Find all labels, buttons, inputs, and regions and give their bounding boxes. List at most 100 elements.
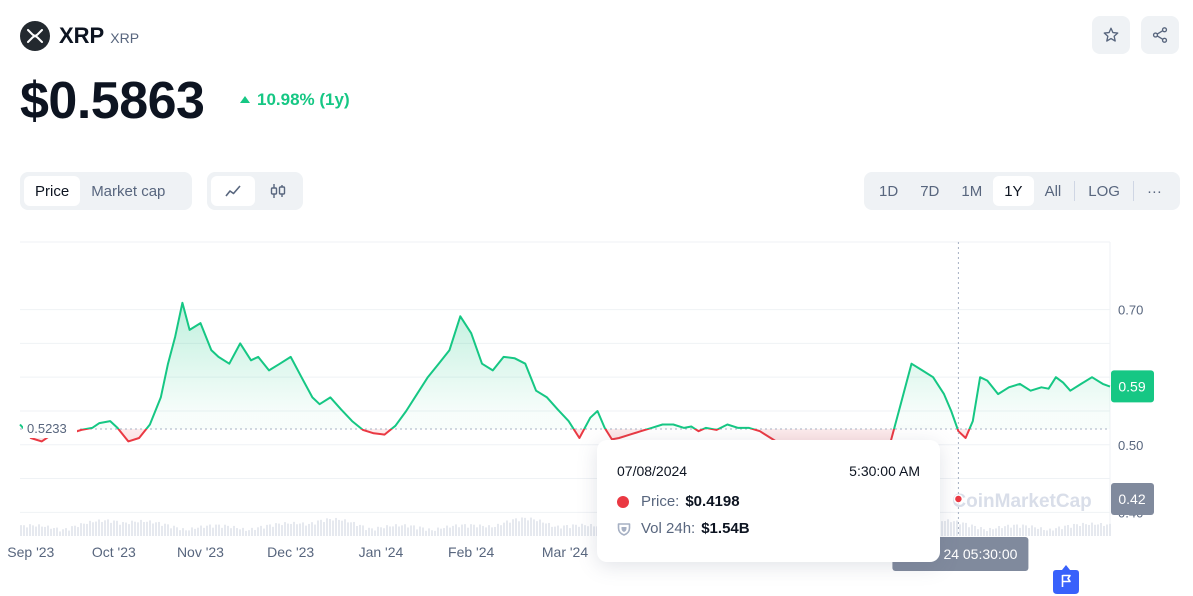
crosshair-time-label: 24 05:30:00 [943, 546, 1017, 562]
range-log[interactable]: LOG [1088, 182, 1120, 200]
crosshair-price-label: 0.42 [1118, 491, 1145, 507]
volume-bar [146, 521, 148, 536]
x-tick-label: Jan '24 [359, 544, 404, 560]
range-all[interactable]: All [1044, 182, 1062, 200]
volume-bar [209, 524, 211, 536]
volume-bar [398, 526, 400, 536]
tooltip-volume-value: $1.54B [701, 520, 750, 537]
volume-bar [1013, 524, 1015, 536]
tooltip-volume-row: Vol 24h: $1.54B [617, 520, 750, 537]
volume-bar [323, 522, 325, 536]
share-icon [1152, 27, 1168, 43]
volume-bar [95, 521, 97, 536]
volume-bar [155, 522, 157, 536]
volume-bar [947, 519, 949, 536]
volume-bar [572, 524, 574, 536]
volume-bar [191, 527, 193, 536]
x-tick-label: Oct '23 [92, 544, 136, 560]
volume-bar [1019, 527, 1021, 536]
tab-market-cap[interactable]: Market cap [91, 182, 166, 200]
volume-bar [158, 521, 160, 536]
volume-bar [986, 531, 988, 536]
volume-bar [74, 525, 76, 536]
volume-bar [587, 526, 589, 536]
volume-bar [977, 529, 979, 536]
volume-bar [275, 523, 277, 536]
range-7d[interactable]: 7D [920, 182, 940, 200]
volume-bar [212, 527, 214, 536]
volume-bar [593, 526, 595, 536]
range-1y[interactable]: 1Y [993, 176, 1034, 206]
volume-bar [83, 523, 85, 536]
volume-bar [500, 525, 502, 536]
share-button[interactable] [1141, 16, 1179, 54]
volume-bar [335, 517, 337, 536]
current-price-tag: 0.59 [1111, 370, 1154, 403]
caret-up-icon [240, 95, 250, 103]
volume-bar [194, 528, 196, 536]
volume-bar [485, 527, 487, 536]
volume-bar [974, 525, 976, 536]
volume-bar [1088, 524, 1090, 536]
volume-bar [1010, 527, 1012, 536]
star-icon [1103, 27, 1119, 42]
volume-bar [551, 526, 553, 536]
volume-bar [128, 524, 130, 536]
volume-bar [473, 524, 475, 536]
volume-bar [89, 520, 91, 536]
volume-bar [227, 525, 229, 536]
volume-bar [962, 522, 964, 536]
volume-bar [1028, 527, 1030, 536]
volume-bar [953, 521, 955, 536]
more-options-button[interactable]: ··· [1146, 182, 1162, 200]
volume-bar [392, 526, 394, 536]
volume-bar [23, 525, 25, 536]
coin-header: XRP XRP [20, 20, 139, 52]
volume-bar [293, 521, 295, 536]
volume-bar [53, 528, 55, 536]
volume-bar [68, 530, 70, 536]
xrp-logo-icon [20, 21, 50, 51]
volume-bar [362, 525, 364, 536]
volume-bar [1064, 525, 1066, 536]
volume-bar [380, 527, 382, 536]
chart-tooltip: 07/08/2024 5:30:00 AM Price: $0.4198 Vol… [597, 440, 940, 562]
line-chart-icon [225, 185, 241, 197]
candlestick-button[interactable] [255, 176, 301, 206]
volume-bar [1103, 525, 1105, 536]
price-change-badge: 10.98% (1y) [240, 90, 350, 110]
volume-bar [215, 524, 217, 536]
volume-bar [290, 523, 292, 536]
line-chart-button[interactable] [211, 176, 255, 206]
range-1m[interactable]: 1M [961, 182, 983, 200]
crosshair-price-tag: 0.42 [1111, 482, 1154, 515]
volume-bar [233, 525, 235, 536]
volume-bar [437, 527, 439, 536]
volume-bar [86, 523, 88, 536]
volume-bar [302, 522, 304, 536]
volume-bar [284, 522, 286, 536]
time-range-tabs: 1D 7D 1M 1Y All LOG ··· [864, 172, 1180, 210]
tooltip-volume-label: Vol 24h: [641, 520, 696, 537]
volume-bars [20, 517, 1111, 536]
volume-bar [470, 524, 472, 536]
event-flag-button[interactable] [1051, 562, 1081, 596]
volume-bar [80, 523, 82, 536]
volume-bar [1100, 522, 1102, 536]
volume-shield-icon [617, 522, 631, 536]
volume-bar [1073, 523, 1075, 536]
volume-bar [35, 526, 37, 536]
watchlist-star-button[interactable] [1092, 16, 1130, 54]
volume-bar [206, 525, 208, 536]
tooltip-date: 07/08/2024 [617, 463, 688, 479]
volume-bar [299, 523, 301, 536]
tab-price[interactable]: Price [24, 176, 81, 206]
volume-bar [62, 529, 64, 536]
x-tick-label: Mar '24 [542, 544, 588, 560]
volume-bar [365, 530, 367, 536]
range-1d[interactable]: 1D [879, 182, 899, 200]
volume-bar [1085, 524, 1087, 536]
volume-bar [320, 519, 322, 536]
chart-style-toggle [207, 172, 303, 210]
